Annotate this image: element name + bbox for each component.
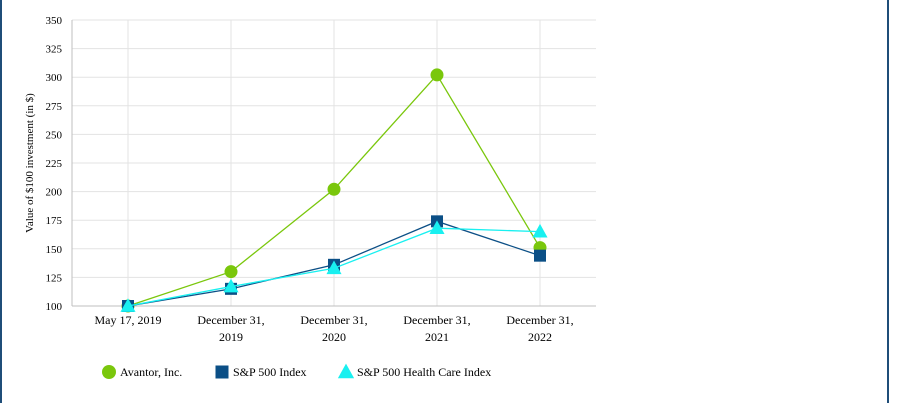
x-tick-label-line: May 17, 2019 — [95, 313, 162, 327]
axes — [71, 20, 596, 307]
y-tick-label: 300 — [46, 72, 63, 84]
x-tick-label-line: 2020 — [322, 330, 346, 344]
y-tick-label: 100 — [46, 301, 63, 313]
gridlines — [72, 19, 596, 306]
y-tick-label: 125 — [46, 272, 63, 284]
legend: Avantor, Inc. S&P 500 Index S&P 500 Health… — [102, 363, 491, 379]
data-point — [430, 68, 444, 82]
x-tick-label-line: December 31, — [197, 313, 264, 327]
x-tick-label: December 31, 2020 — [300, 313, 367, 344]
right-border-rule — [887, 0, 889, 403]
x-tick-label: May 17, 2019 — [95, 313, 162, 327]
x-tick-label-line: 2021 — [425, 330, 449, 344]
y-tick-label: 200 — [46, 187, 63, 199]
x-tick-label-line: December 31, — [300, 313, 367, 327]
x-tick-label-line: December 31, — [403, 313, 470, 327]
legend-marker — [337, 363, 355, 379]
data-point — [429, 220, 445, 235]
x-tick-label: December 31, 2021 — [403, 313, 470, 344]
y-tick-label: 250 — [46, 129, 63, 141]
legend-item: Avantor, Inc. — [102, 365, 182, 379]
legend-label: S&P 500 Index — [233, 365, 307, 379]
x-tick-label-line: December 31, — [506, 313, 573, 327]
legend-label: Avantor, Inc. — [120, 365, 182, 379]
data-point — [327, 182, 341, 196]
y-tick-labels: 100 125 150 175 200 225 250 275 300 325 350 — [46, 15, 63, 313]
legend-item: S&P 500 Index — [215, 365, 307, 379]
x-tick-label-line: 2019 — [219, 330, 243, 344]
data-point — [223, 278, 239, 293]
data-point — [532, 223, 548, 238]
y-tick-label: 175 — [46, 215, 63, 227]
data-point — [224, 265, 238, 279]
legend-item: S&P 500 Health Care Index — [337, 363, 491, 379]
y-tick-label: 150 — [46, 244, 63, 256]
y-tick-label: 350 — [46, 15, 63, 27]
series-2 — [120, 220, 548, 312]
x-tick-label: December 31, 2019 — [197, 313, 264, 344]
data-point — [534, 249, 546, 262]
data-point — [120, 298, 136, 312]
x-tick-label-line: 2022 — [528, 330, 552, 344]
left-border-rule — [0, 0, 2, 403]
legend-marker — [102, 365, 116, 379]
series-layer — [120, 68, 548, 313]
y-axis-label: Value of $100 investment (in $) — [24, 93, 36, 233]
legend-label: S&P 500 Health Care Index — [357, 365, 491, 379]
x-tick-label: December 31, 2022 — [506, 313, 573, 344]
legend-marker — [215, 365, 229, 379]
y-tick-label: 225 — [46, 158, 63, 170]
data-point — [326, 260, 342, 275]
y-tick-label: 275 — [46, 101, 63, 113]
y-tick-label: 325 — [46, 44, 63, 56]
